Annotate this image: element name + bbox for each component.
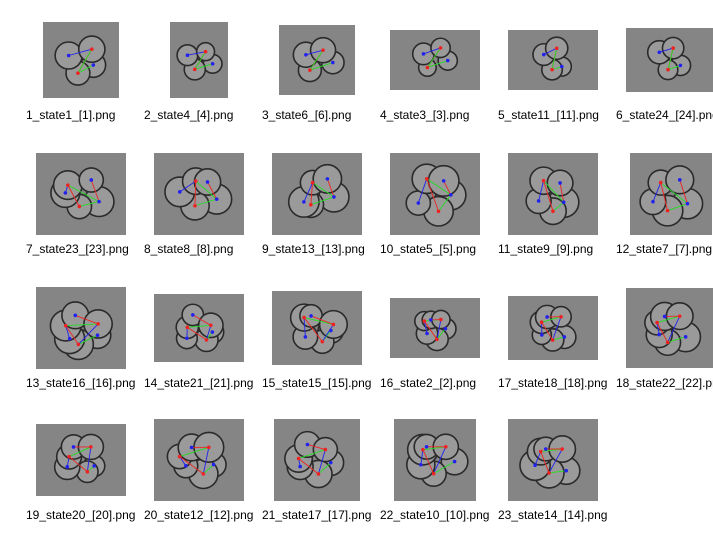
- cell-cluster-icon: [175, 303, 225, 353]
- file-name: 22_state10_[10].png: [380, 508, 490, 522]
- cell-cluster-icon: [525, 166, 580, 226]
- file-thumbnail: [390, 298, 480, 358]
- file-thumbnail: [630, 153, 712, 235]
- file-item[interactable]: 8_state8_[8].png: [140, 146, 258, 274]
- file-thumbnail: [274, 419, 360, 501]
- file-item[interactable]: 20_state12_[12].png: [140, 412, 258, 540]
- cell-cluster-icon: [287, 163, 350, 219]
- cell-cluster-icon: [519, 434, 581, 489]
- cell-cluster-icon: [639, 165, 704, 227]
- file-thumbnail: [390, 153, 480, 235]
- file-name: 1_state1_[1].png: [26, 108, 116, 122]
- cell-cluster-icon: [176, 41, 223, 81]
- cell-cluster-icon: [413, 309, 457, 352]
- cell-cluster-icon: [529, 304, 577, 352]
- file-item[interactable]: 6_state24_[24].png: [612, 12, 713, 140]
- file-name: 10_state5_[5].png: [380, 242, 477, 256]
- file-item[interactable]: 15_state15_[15].png: [258, 280, 376, 408]
- file-item[interactable]: 9_state13_[13].png: [258, 146, 376, 274]
- file-item[interactable]: 12_state7_[7].png: [612, 146, 713, 274]
- cell-cluster-icon: [164, 167, 233, 221]
- cell-cluster-icon: [54, 35, 107, 86]
- file-item[interactable]: 19_state20_[20].png: [22, 412, 140, 540]
- file-thumbnail: [154, 294, 244, 362]
- file-item[interactable]: 2_state4_[4].png: [140, 12, 258, 140]
- file-name: 8_state8_[8].png: [144, 242, 234, 256]
- cell-cluster-icon: [405, 433, 469, 487]
- file-item[interactable]: 22_state10_[10].png: [376, 412, 494, 540]
- file-thumbnail: [36, 153, 126, 235]
- file-thumbnail: [170, 22, 228, 98]
- file-item[interactable]: 21_state17_[17].png: [258, 412, 376, 540]
- file-item[interactable]: 14_state21_[21].png: [140, 280, 258, 408]
- file-name: 9_state13_[13].png: [262, 242, 365, 256]
- file-name: 23_state14_[14].png: [498, 508, 608, 522]
- file-thumbnail: [394, 419, 476, 501]
- file-name: 11_state9_[9].png: [498, 242, 594, 256]
- cell-cluster-icon: [50, 167, 115, 220]
- cell-cluster-icon: [53, 433, 106, 484]
- file-name: 2_state4_[4].png: [144, 108, 234, 122]
- file-name: 4_state3_[3].png: [380, 108, 470, 122]
- file-thumbnail: [279, 25, 355, 95]
- file-name: 13_state16_[16].png: [26, 376, 136, 390]
- cell-cluster-icon: [49, 301, 113, 361]
- file-item[interactable]: 13_state16_[16].png: [22, 280, 140, 408]
- file-thumbnail: [272, 153, 362, 235]
- file-item[interactable]: 18_state22_[22].png: [612, 280, 713, 408]
- file-name: 15_state15_[15].png: [262, 376, 372, 390]
- file-item[interactable]: 4_state3_[3].png: [376, 12, 494, 140]
- cell-cluster-icon: [405, 163, 467, 227]
- file-item[interactable]: 1_state1_[1].png: [22, 12, 140, 140]
- file-thumbnail: [626, 288, 713, 368]
- file-name: 18_state22_[22].png: [616, 376, 713, 390]
- file-name: 17_state18_[18].png: [498, 376, 608, 390]
- cell-cluster-icon: [646, 36, 692, 81]
- cell-cluster-icon: [411, 37, 459, 78]
- file-thumbnail: [36, 287, 126, 369]
- file-name: 7_state23_[23].png: [26, 242, 129, 256]
- cell-cluster-icon: [532, 36, 573, 81]
- file-item[interactable]: 7_state23_[23].png: [22, 146, 140, 274]
- file-name: 20_state12_[12].png: [144, 508, 254, 522]
- file-name: 14_state21_[21].png: [144, 376, 254, 390]
- file-item[interactable]: 16_state2_[2].png: [376, 280, 494, 408]
- file-name: 6_state24_[24].png: [616, 108, 713, 122]
- file-item[interactable]: 5_state11_[11].png: [494, 12, 612, 140]
- file-thumbnail: [36, 424, 126, 496]
- cell-cluster-icon: [284, 430, 345, 489]
- file-name: 12_state7_[7].png: [616, 242, 713, 256]
- file-name: 19_state20_[20].png: [26, 508, 136, 522]
- file-item[interactable]: 17_state18_[18].png: [494, 280, 612, 408]
- file-thumbnail: [272, 291, 362, 365]
- file-name: 3_state6_[6].png: [262, 108, 352, 122]
- file-item[interactable]: 3_state6_[6].png: [258, 12, 376, 140]
- file-thumbnail: [43, 22, 119, 98]
- file-thumbnail: [626, 28, 713, 92]
- file-name: 16_state2_[2].png: [380, 376, 477, 390]
- cell-cluster-icon: [166, 431, 227, 490]
- file-item[interactable]: 23_state14_[14].png: [494, 412, 612, 540]
- file-item[interactable]: 11_state9_[9].png: [494, 146, 612, 274]
- cell-cluster-icon: [289, 303, 349, 355]
- file-thumbnail: [508, 296, 598, 360]
- file-thumbnail: [154, 419, 244, 501]
- file-thumbnail: [390, 30, 480, 90]
- cell-cluster-icon: [644, 301, 702, 357]
- file-name: 5_state11_[11].png: [498, 108, 599, 122]
- cell-cluster-icon: [292, 36, 345, 83]
- file-thumbnail: [508, 419, 598, 501]
- file-thumbnail: [154, 153, 244, 235]
- file-name: 21_state17_[17].png: [262, 508, 372, 522]
- file-thumbnail: [508, 153, 598, 235]
- file-thumbnail: [508, 30, 598, 90]
- file-item[interactable]: 10_state5_[5].png: [376, 146, 494, 274]
